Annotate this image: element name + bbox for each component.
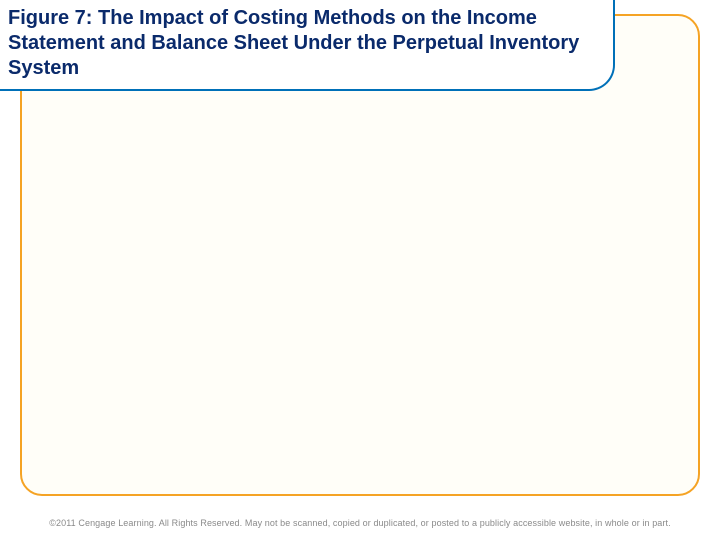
figure-title: Figure 7: The Impact of Costing Methods …: [8, 6, 599, 81]
copyright-footer: ©2011 Cengage Learning. All Rights Reser…: [0, 518, 720, 528]
copyright-text: ©2011 Cengage Learning. All Rights Reser…: [49, 518, 670, 528]
title-bar: Figure 7: The Impact of Costing Methods …: [0, 0, 615, 91]
